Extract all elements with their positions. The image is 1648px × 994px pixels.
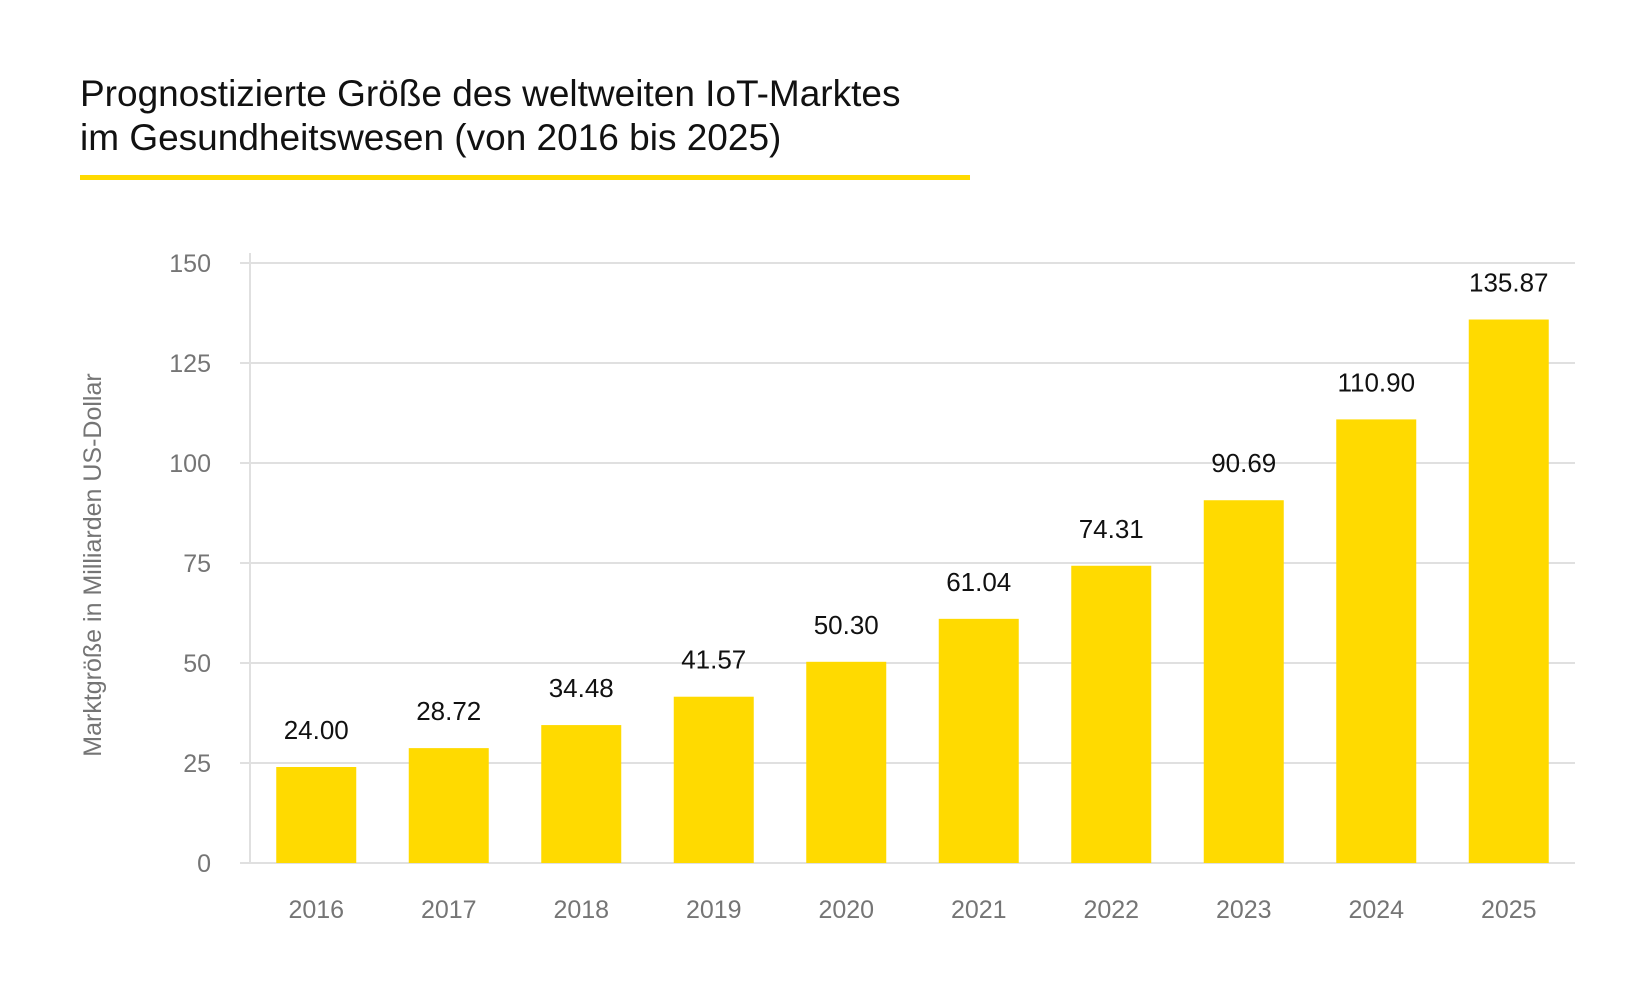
x-tick-label: 2023 (1216, 896, 1272, 924)
bar (408, 748, 489, 863)
y-tick-label: 100 (169, 450, 211, 478)
y-tick-label: 0 (197, 850, 211, 878)
data-label: 50.30 (814, 610, 879, 640)
x-tick-label: 2017 (421, 896, 477, 924)
data-label: 28.72 (416, 696, 481, 726)
chart-title-line-1: Prognostizierte Größe des weltweiten IoT… (80, 73, 901, 114)
bar (276, 767, 357, 863)
x-tick-label: 2020 (818, 896, 874, 924)
bar (1203, 500, 1284, 863)
x-tick-label: 2021 (951, 896, 1007, 924)
bar (938, 618, 1019, 863)
x-tick-label: 2025 (1481, 896, 1537, 924)
x-tick-label: 2024 (1348, 896, 1404, 924)
data-label: 110.90 (1337, 367, 1415, 397)
x-tick-label: 2019 (686, 896, 742, 924)
data-label: 74.31 (1079, 514, 1144, 544)
y-tick-label: 75 (183, 550, 211, 578)
y-tick-label: 25 (183, 750, 211, 778)
bar (806, 661, 887, 863)
y-axis-label: Marktgröße in Milliarden US-Dollar (79, 373, 107, 756)
bar (541, 725, 622, 863)
x-tick-label: 2022 (1083, 896, 1139, 924)
bar (1336, 419, 1417, 863)
data-label: 24.00 (284, 715, 349, 745)
bar (673, 696, 754, 863)
x-tick-label: 2016 (288, 896, 344, 924)
data-label: 61.04 (946, 567, 1011, 597)
data-label: 41.57 (681, 645, 746, 675)
y-tick-label: 150 (169, 250, 211, 278)
y-tick-label: 50 (183, 650, 211, 678)
data-label: 90.69 (1211, 448, 1276, 478)
data-label: 135.87 (1469, 268, 1549, 298)
x-tick-label: 2018 (553, 896, 609, 924)
y-tick-label: 125 (169, 350, 211, 378)
chart-title-line-2: im Gesundheitswesen (von 2016 bis 2025) (80, 117, 782, 158)
title-underline (80, 175, 970, 180)
data-label: 34.48 (549, 673, 614, 703)
bar (1468, 319, 1549, 863)
bar (1071, 565, 1152, 863)
chart-title: Prognostizierte Größe des weltweiten IoT… (80, 72, 901, 160)
